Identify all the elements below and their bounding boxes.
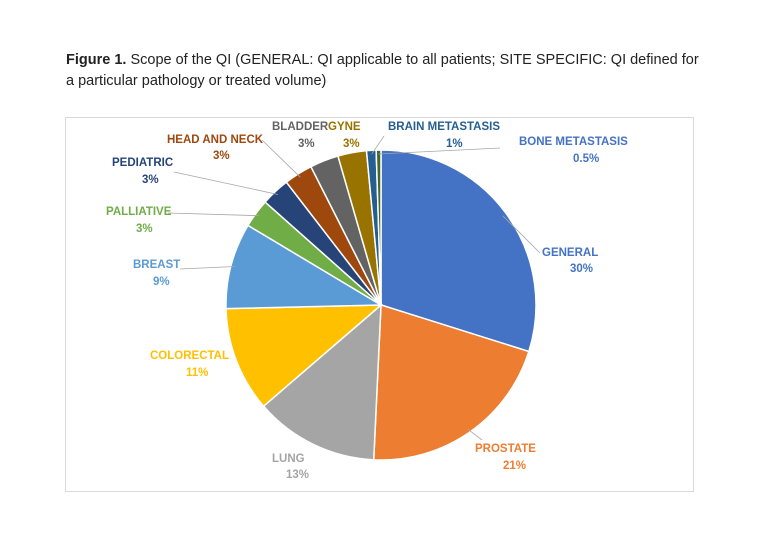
slice-value-label: 3% xyxy=(298,138,315,150)
leader-line xyxy=(378,147,501,155)
leader-line xyxy=(502,215,541,254)
slice-name-label: GYNE xyxy=(328,121,361,133)
slice-value-label: 3% xyxy=(213,150,230,162)
leader-line xyxy=(261,139,301,178)
slice-name-label: LUNG xyxy=(272,453,305,465)
slice-name-label: PEDIATRIC xyxy=(112,157,173,169)
figure-caption: Figure 1. Scope of the QI (GENERAL: QI a… xyxy=(66,50,706,92)
slice-name-label: HEAD AND NECK xyxy=(167,134,264,146)
slice-value-label: 11% xyxy=(186,367,208,379)
slice-value-label: 30% xyxy=(570,263,593,275)
leader-line xyxy=(371,135,385,155)
slice-value-label: 0.5% xyxy=(573,153,599,165)
slice-name-label: PALLIATIVE xyxy=(106,206,172,218)
leader-line xyxy=(467,428,483,441)
slice-value-label: 3% xyxy=(136,223,153,235)
slice-name-label: BLADDER xyxy=(272,121,329,133)
slice-value-label: 9% xyxy=(153,276,170,288)
figure-number: Figure 1. xyxy=(66,52,127,68)
pie-slices xyxy=(225,149,537,461)
pie-slice-prostate xyxy=(372,303,530,461)
pie-slice-breast xyxy=(225,224,384,310)
slice-name-label: BREAST xyxy=(133,259,180,271)
slice-value-label: 13% xyxy=(286,469,309,481)
slice-name-label: COLORECTAL xyxy=(150,350,229,362)
slice-value-label: 21% xyxy=(503,460,526,472)
slice-name-label: BRAIN METASTASIS xyxy=(388,121,500,133)
slice-value-label: 1% xyxy=(446,138,463,150)
leader-line xyxy=(167,212,260,217)
slice-name-label: PROSTATE xyxy=(475,443,536,455)
pie-slice-lung xyxy=(262,303,382,461)
pie-slice-bone-metastasis xyxy=(375,149,382,306)
slice-name-label: GENERAL xyxy=(542,247,598,259)
pie-slice-colorectal xyxy=(225,304,384,408)
leader-line xyxy=(173,171,279,195)
leader-lines xyxy=(167,135,541,441)
pie-slice-general xyxy=(380,149,537,353)
figure-caption-text: Scope of the QI (GENERAL: QI applicable … xyxy=(66,52,699,89)
slice-name-label: BONE METASTASIS xyxy=(519,136,628,148)
slice-value-label: 3% xyxy=(343,138,360,150)
slice-value-label: 3% xyxy=(142,174,159,186)
leader-line xyxy=(179,266,236,270)
data-labels: GENERAL 30% PROSTATE 21% LUNG 13% COLORECTAL 11… xyxy=(106,121,628,481)
